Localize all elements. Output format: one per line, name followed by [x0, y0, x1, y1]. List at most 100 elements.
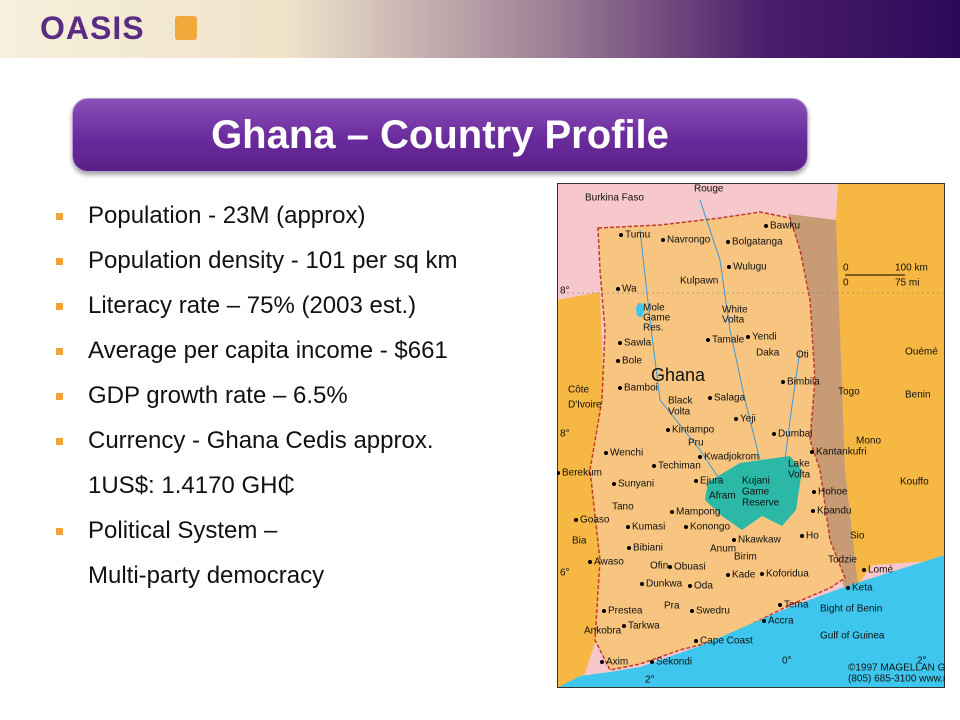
- map-label: 75 mi: [895, 278, 919, 289]
- city-dot: [574, 518, 578, 522]
- map-label: Sawla: [624, 338, 652, 349]
- map-label: Goaso: [580, 515, 610, 526]
- city-dot: [746, 335, 750, 339]
- city-dot: [670, 510, 674, 514]
- city-dot: [690, 609, 694, 613]
- map-label: Yeji: [740, 414, 756, 425]
- map-label: Sunyani: [618, 479, 654, 490]
- map-label: Tumu: [625, 230, 650, 241]
- title-banner: Ghana – Country Profile: [72, 98, 808, 172]
- map-label: Bamboi: [624, 383, 658, 394]
- city-dot: [688, 584, 692, 588]
- city-dot: [627, 546, 631, 550]
- map-label: Techiman: [658, 461, 701, 472]
- map-label: Daka: [756, 348, 780, 359]
- city-dot: [726, 240, 730, 244]
- map-label: Pru: [688, 438, 704, 449]
- map-label: Accra: [768, 616, 794, 627]
- map-label: Ouémé: [905, 347, 938, 358]
- map-label: 100 km: [895, 263, 928, 274]
- city-dot: [698, 455, 702, 459]
- map-label: 0°: [782, 656, 792, 667]
- map-label: Anum: [710, 544, 736, 555]
- text-line: Multi-party democracy: [88, 562, 325, 589]
- map-label: Reserve: [742, 498, 780, 509]
- map-label: Kulpawn: [680, 276, 718, 287]
- city-dot: [600, 660, 604, 664]
- logo: OASIS: [40, 10, 145, 46]
- map-label: Mono: [856, 436, 881, 447]
- city-dot: [640, 582, 644, 586]
- map-label: Kpandu: [817, 506, 851, 517]
- map-label: Rouge: [694, 184, 724, 195]
- city-dot: [810, 450, 814, 454]
- map-label: Game: [643, 313, 671, 324]
- map-label: Yendi: [752, 332, 777, 343]
- map-label: Bolgatanga: [732, 237, 783, 248]
- map-label: Black: [668, 396, 693, 407]
- map-label: Pra: [664, 601, 680, 612]
- bullet-item: GDP growth rate – 6.5%: [56, 378, 536, 414]
- map-label: Gulf of Guinea: [820, 631, 885, 642]
- bullet-item: Population - 23M (approx): [56, 198, 536, 234]
- map-label: Volta: [788, 470, 811, 481]
- map-label: White: [722, 305, 748, 316]
- map-label: 0: [843, 263, 849, 274]
- city-dot: [694, 639, 698, 643]
- map-label: Lake: [788, 459, 810, 470]
- map-label: Bight of Benin: [820, 604, 882, 615]
- bullet-list: Population - 23M (approx) Population dens…: [56, 198, 536, 603]
- map-label: Wulugu: [733, 262, 767, 273]
- title: Ghana – Country Profile: [211, 113, 669, 157]
- city-dot: [800, 534, 804, 538]
- map-label: Lomé: [868, 565, 893, 576]
- city-dot: [684, 525, 688, 529]
- map-label: Kumasi: [632, 522, 665, 533]
- city-dot: [862, 568, 866, 572]
- map-label: Volta: [668, 407, 691, 418]
- city-dot: [650, 660, 654, 664]
- text-line: 1US$: 1.4170 GH₵: [88, 472, 295, 499]
- bullet-item: Population density - 101 per sq km: [56, 243, 536, 279]
- map-label: ©1997 MAGELLAN Geographix: [848, 663, 945, 674]
- city-dot: [588, 560, 592, 564]
- river: [639, 229, 721, 481]
- map-label: Bawku: [770, 221, 800, 232]
- map-label: 0: [843, 278, 849, 289]
- city-dot: [626, 525, 630, 529]
- map-label: Prestea: [608, 606, 643, 617]
- map-label: Volta: [694, 183, 717, 184]
- map-label: Kouffo: [900, 477, 929, 488]
- map-label: D'Ivoire: [568, 400, 602, 411]
- city-dot: [708, 396, 712, 400]
- map-label: Koforidua: [766, 569, 809, 580]
- map-label: Birim: [734, 552, 757, 563]
- map-label: Dunkwa: [646, 579, 683, 590]
- map-label: Wa: [622, 284, 637, 295]
- header-band: OASIS: [0, 0, 960, 58]
- city-dot: [619, 233, 623, 237]
- city-dot: [760, 572, 764, 576]
- map-label: Togo: [838, 387, 860, 398]
- map-label: Tarkwa: [628, 621, 660, 632]
- city-dot: [778, 603, 782, 607]
- map-label: Obuasi: [674, 562, 706, 573]
- benin-area: [836, 183, 945, 585]
- bullet-item: Literacy rate – 75% (2003 est.): [56, 288, 536, 324]
- map-label: Kade: [732, 570, 756, 581]
- city-dot: [762, 619, 766, 623]
- bullet-item: Average per capita income - $661: [56, 333, 536, 369]
- city-dot: [652, 464, 656, 468]
- city-dot: [557, 471, 560, 475]
- map-label: Kujani: [742, 476, 770, 487]
- map-label: Ghana: [651, 365, 706, 385]
- mole-lake: [636, 303, 644, 317]
- map-label: Berekum: [562, 468, 602, 479]
- map-label: Cape Coast: [700, 636, 753, 647]
- map-label: Bibiani: [633, 543, 663, 554]
- map-label: Ankobra: [584, 626, 622, 637]
- map-label: Swedru: [696, 606, 730, 617]
- city-dot: [734, 417, 738, 421]
- map-label: Burkina Faso: [585, 193, 644, 204]
- map-label: Bimbila: [787, 377, 820, 388]
